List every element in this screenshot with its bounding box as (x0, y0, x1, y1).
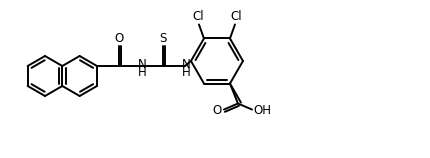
Text: Cl: Cl (230, 10, 242, 24)
Text: OH: OH (253, 104, 271, 117)
Text: S: S (159, 32, 167, 45)
Text: H: H (181, 67, 190, 79)
Text: O: O (213, 104, 222, 117)
Text: N: N (181, 58, 190, 70)
Text: O: O (114, 32, 123, 45)
Text: Cl: Cl (192, 10, 204, 24)
Text: N: N (138, 58, 146, 70)
Text: H: H (138, 67, 146, 79)
